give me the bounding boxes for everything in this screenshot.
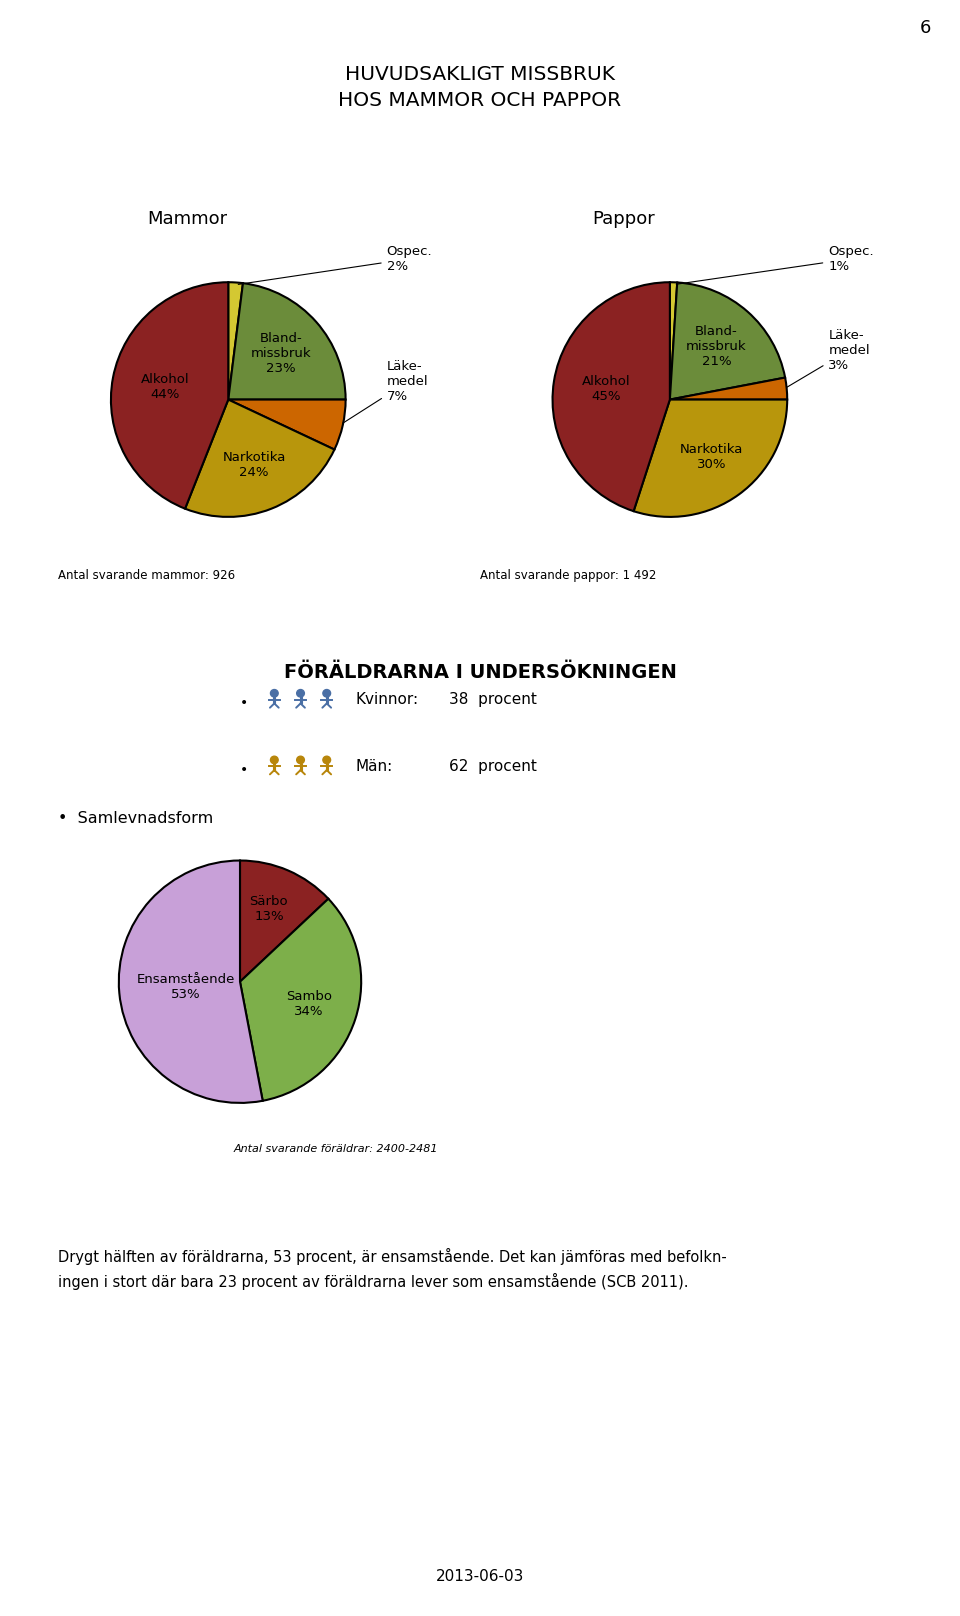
Circle shape	[297, 756, 304, 764]
Text: Läke-
medel
7%: Läke- medel 7%	[343, 360, 428, 423]
Circle shape	[297, 690, 304, 696]
Text: •: •	[240, 763, 249, 777]
Text: Alkohol
44%: Alkohol 44%	[140, 373, 189, 401]
Text: 38  procent: 38 procent	[449, 692, 537, 708]
Text: Narkotika
24%: Narkotika 24%	[223, 451, 286, 478]
Text: •: •	[240, 696, 249, 709]
Text: 6: 6	[920, 19, 931, 37]
Wedge shape	[670, 378, 787, 399]
Text: Mammor: Mammor	[147, 210, 228, 228]
Text: Sambo
34%: Sambo 34%	[286, 991, 332, 1018]
Text: Antal svarande mammor: 926: Antal svarande mammor: 926	[58, 569, 235, 582]
Wedge shape	[553, 283, 670, 511]
Wedge shape	[228, 283, 346, 399]
Text: Ospec.
2%: Ospec. 2%	[238, 244, 432, 284]
Circle shape	[271, 690, 278, 696]
Text: Män:: Män:	[355, 760, 393, 774]
Wedge shape	[670, 283, 677, 399]
Text: Antal svarande föräldrar: 2400-2481: Antal svarande föräldrar: 2400-2481	[233, 1144, 439, 1154]
Text: Ospec.
1%: Ospec. 1%	[676, 244, 874, 284]
Wedge shape	[185, 399, 334, 517]
Text: Bland-
missbruk
23%: Bland- missbruk 23%	[251, 331, 311, 375]
Text: HUVUDSAKLIGT MISSBRUK
HOS MAMMOR OCH PAPPOR: HUVUDSAKLIGT MISSBRUK HOS MAMMOR OCH PAP…	[339, 65, 621, 110]
Text: Pappor: Pappor	[592, 210, 656, 228]
Text: Narkotika
30%: Narkotika 30%	[680, 443, 743, 470]
Wedge shape	[240, 860, 328, 981]
Text: 62  procent: 62 procent	[449, 760, 537, 774]
Wedge shape	[634, 399, 787, 517]
Text: 2013-06-03: 2013-06-03	[436, 1569, 524, 1584]
Text: Läke-
medel
3%: Läke- medel 3%	[787, 328, 870, 388]
Circle shape	[323, 690, 330, 696]
Text: Kvinnor:: Kvinnor:	[355, 692, 419, 708]
Wedge shape	[670, 283, 785, 399]
Wedge shape	[240, 898, 361, 1100]
Text: FÖRÄLDRARNA I UNDERSÖKNINGEN: FÖRÄLDRARNA I UNDERSÖKNINGEN	[283, 663, 677, 682]
Text: Bland-
missbruk
21%: Bland- missbruk 21%	[686, 325, 747, 368]
Text: Alkohol
45%: Alkohol 45%	[582, 375, 631, 404]
Text: Drygt hälften av föräldrarna, 53 procent, är ensamstående. Det kan jämföras med : Drygt hälften av föräldrarna, 53 procent…	[58, 1248, 727, 1290]
Text: Särbo
13%: Särbo 13%	[250, 895, 288, 923]
Circle shape	[323, 756, 330, 764]
Wedge shape	[228, 283, 243, 399]
Wedge shape	[111, 283, 228, 509]
Wedge shape	[119, 860, 263, 1102]
Wedge shape	[228, 399, 346, 449]
Circle shape	[271, 756, 278, 764]
Text: •  Samlevnadsform: • Samlevnadsform	[58, 811, 213, 826]
Text: Antal svarande pappor: 1 492: Antal svarande pappor: 1 492	[480, 569, 657, 582]
Text: Ensamstående
53%: Ensamstående 53%	[136, 973, 235, 1000]
